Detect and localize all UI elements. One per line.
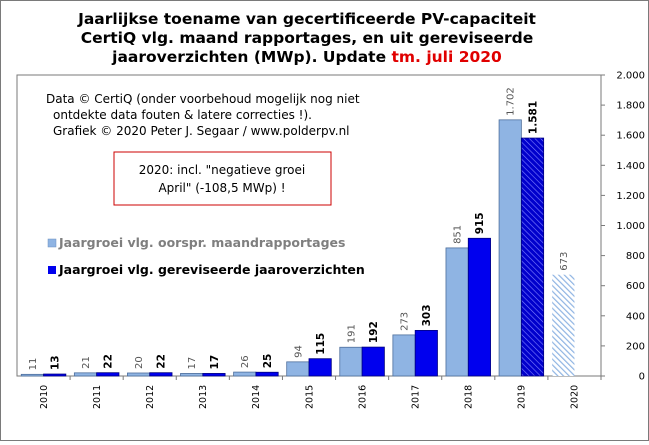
x-tick-label-2016: 2016 [357,385,368,409]
y-tick-label-1200: 1.200 [616,191,645,202]
bar-revised-2010 [43,373,67,377]
credits-line-1: Data © CertiQ (onder voorbehoud mogelijk… [46,92,360,106]
bar-revised-2012 [149,372,173,377]
bar-monthly-2013 [180,373,204,377]
value-label-monthly-2019: 1.702 [506,87,517,116]
y-tick-label-400: 400 [626,311,645,322]
chart-title-line-3: jaaroverzichten (MWp). Update tm. juli 2… [111,48,502,66]
x-tick-label-2020: 2020 [570,385,581,409]
bar-monthly-2015 [286,361,310,377]
x-tick-label-2019: 2019 [517,385,528,409]
value-label-monthly-2016: 191 [346,324,357,343]
bar-monthly-2020 [552,274,575,376]
legend-label-monthly: Jaargroei vlg. oorspr. maandrapportages [58,235,345,250]
value-label-monthly-2012: 20 [134,356,145,369]
y-tick-label-1400: 1.400 [616,161,645,172]
x-tick-label-2015: 2015 [304,385,315,409]
chart-title-line-2: CertiQ vlg. maand rapportages, en uit ge… [81,29,534,47]
bar-revised-2018 [467,237,491,377]
y-tick-label-1600: 1.600 [616,131,645,142]
x-tick-label-2013: 2013 [198,385,209,409]
note-box [113,151,332,206]
value-label-monthly-2010: 11 [28,358,39,371]
bar-revised-2016 [361,346,385,377]
value-label-monthly-2014: 26 [240,355,251,368]
value-label-revised-2010: 13 [49,355,61,370]
x-tick-label-2017: 2017 [410,385,421,409]
bar-monthly-2010 [20,373,44,377]
value-label-revised-2016: 192 [368,321,380,343]
value-label-monthly-2020: 673 [559,252,570,271]
bar-revised-2013 [202,373,226,377]
credits-line-3: Grafiek © 2020 Peter J. Segaar / www.pol… [53,124,350,138]
chart-title-line-3-main: jaaroverzichten (MWp). Update [111,48,386,66]
bar-revised-2011 [96,372,120,377]
bar-monthly-2017 [392,334,416,377]
bars-group: 11 13 21 22 20 22 17 17 26 25 94 115 191 192 273 303 851… [20,87,575,377]
x-tick-label-2014: 2014 [251,385,262,409]
value-label-revised-2017: 303 [421,304,433,326]
value-label-monthly-2015: 94 [293,345,304,358]
chart-title-line-1: Jaarlijkse toename van gecertificeerde P… [77,10,536,28]
y-tick-label-2000: 2.000 [616,71,645,82]
bar-revised-2017 [414,329,438,377]
value-label-revised-2012: 22 [156,354,168,369]
x-tick-label-2012: 2012 [145,385,156,409]
x-tick-label-2018: 2018 [464,385,475,409]
value-label-revised-2015: 115 [315,333,327,355]
legend-swatch-revised [48,266,56,274]
bar-revised-2019 [520,137,545,377]
value-label-monthly-2018: 851 [453,225,464,244]
value-label-revised-2011: 22 [103,354,115,369]
bar-monthly-2018 [445,247,469,377]
value-label-monthly-2017: 273 [400,312,411,331]
bar-monthly-2014 [233,371,257,377]
bar-monthly-2011 [73,372,98,377]
value-label-monthly-2013: 17 [187,357,198,370]
y-tick-label-1000: 1.000 [616,221,645,232]
value-label-revised-2019: 1.581 [527,101,539,134]
value-label-revised-2018: 915 [474,212,486,234]
legend-label-revised: Jaargroei vlg. gereviseerde jaaroverzich… [58,262,365,277]
y-tick-label-1800: 1.800 [616,101,645,112]
x-tick-label-2011: 2011 [92,385,103,409]
y-axis-group: 2010 2011 2012 2013 2014 2015 2016 2017 2018 2019… [39,71,645,410]
bar-monthly-2016 [339,346,363,377]
note-line-2: April" (-108,5 MWp) ! [158,181,285,195]
chart-title-update-date: tm. juli 2020 [391,48,502,66]
value-label-revised-2014: 25 [262,354,274,369]
x-tick-label-2010: 2010 [39,385,50,409]
legend-swatch-monthly [47,238,57,248]
y-tick-label-0: 0 [639,372,645,383]
bar-monthly-2012 [127,372,151,377]
note-line-1: 2020: incl. "negatieve groei [139,163,305,177]
y-tick-label-800: 800 [626,251,645,262]
value-label-monthly-2011: 21 [81,356,92,369]
bar-revised-2015 [308,358,332,377]
bar-revised-2014 [255,371,279,377]
value-label-revised-2013: 17 [209,355,221,370]
y-tick-label-600: 600 [626,281,645,292]
y-tick-label-200: 200 [626,341,645,352]
bar-monthly-2019 [498,119,522,377]
credits-line-2: ontdekte data fouten & latere correcties… [53,108,312,122]
